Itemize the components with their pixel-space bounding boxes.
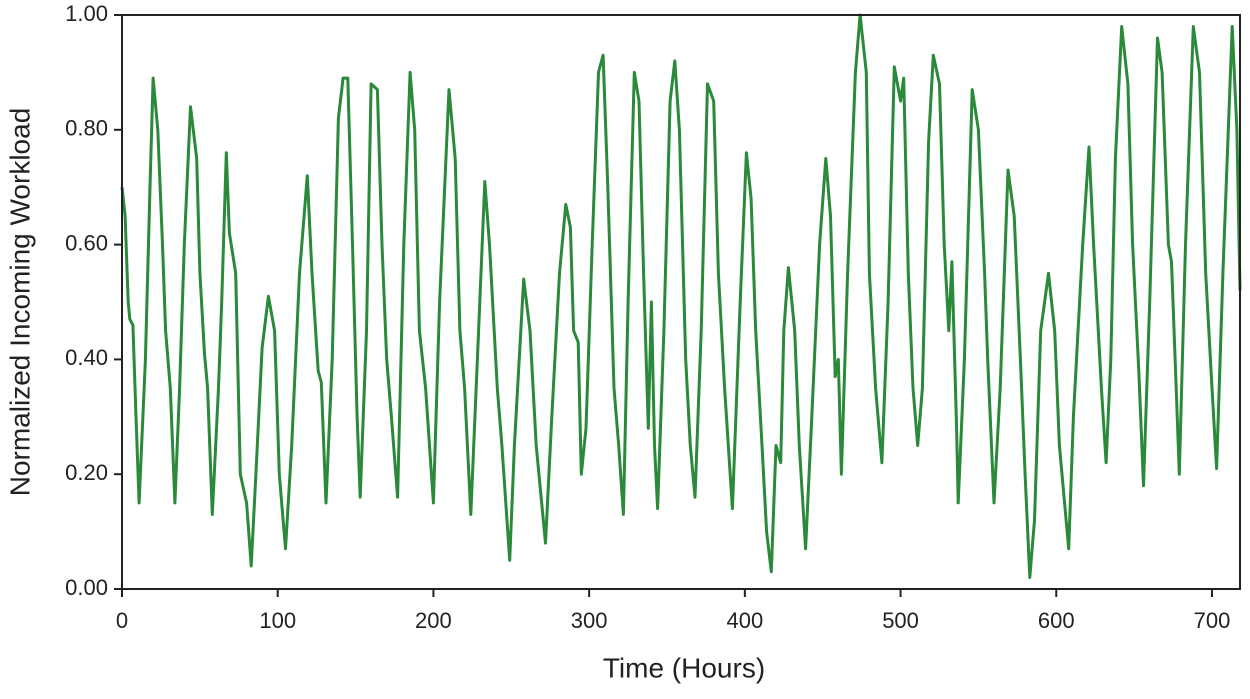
x-axis-title: Time (Hours) [603, 652, 765, 683]
x-tick-label: 200 [415, 608, 452, 633]
y-tick-label: 0.60 [65, 230, 108, 255]
x-tick-label: 500 [882, 608, 919, 633]
y-tick-label: 0.20 [65, 460, 108, 485]
x-tick-label: 700 [1194, 608, 1231, 633]
y-tick-label: 0.80 [65, 116, 108, 141]
y-tick-label: 0.40 [65, 345, 108, 370]
line-series [120, 13, 1242, 579]
x-tick-label: 400 [726, 608, 763, 633]
x-tick-label: 300 [571, 608, 608, 633]
x-tick-label: 600 [1038, 608, 1075, 633]
y-axis-title: Normalized Incoming Workload [4, 108, 35, 497]
y-tick-label: 1.00 [65, 1, 108, 26]
plot-frame [121, 14, 1241, 590]
x-tick-label: 100 [259, 608, 296, 633]
y-tick-label: 0.00 [65, 575, 108, 600]
x-tick-label: 0 [116, 608, 128, 633]
